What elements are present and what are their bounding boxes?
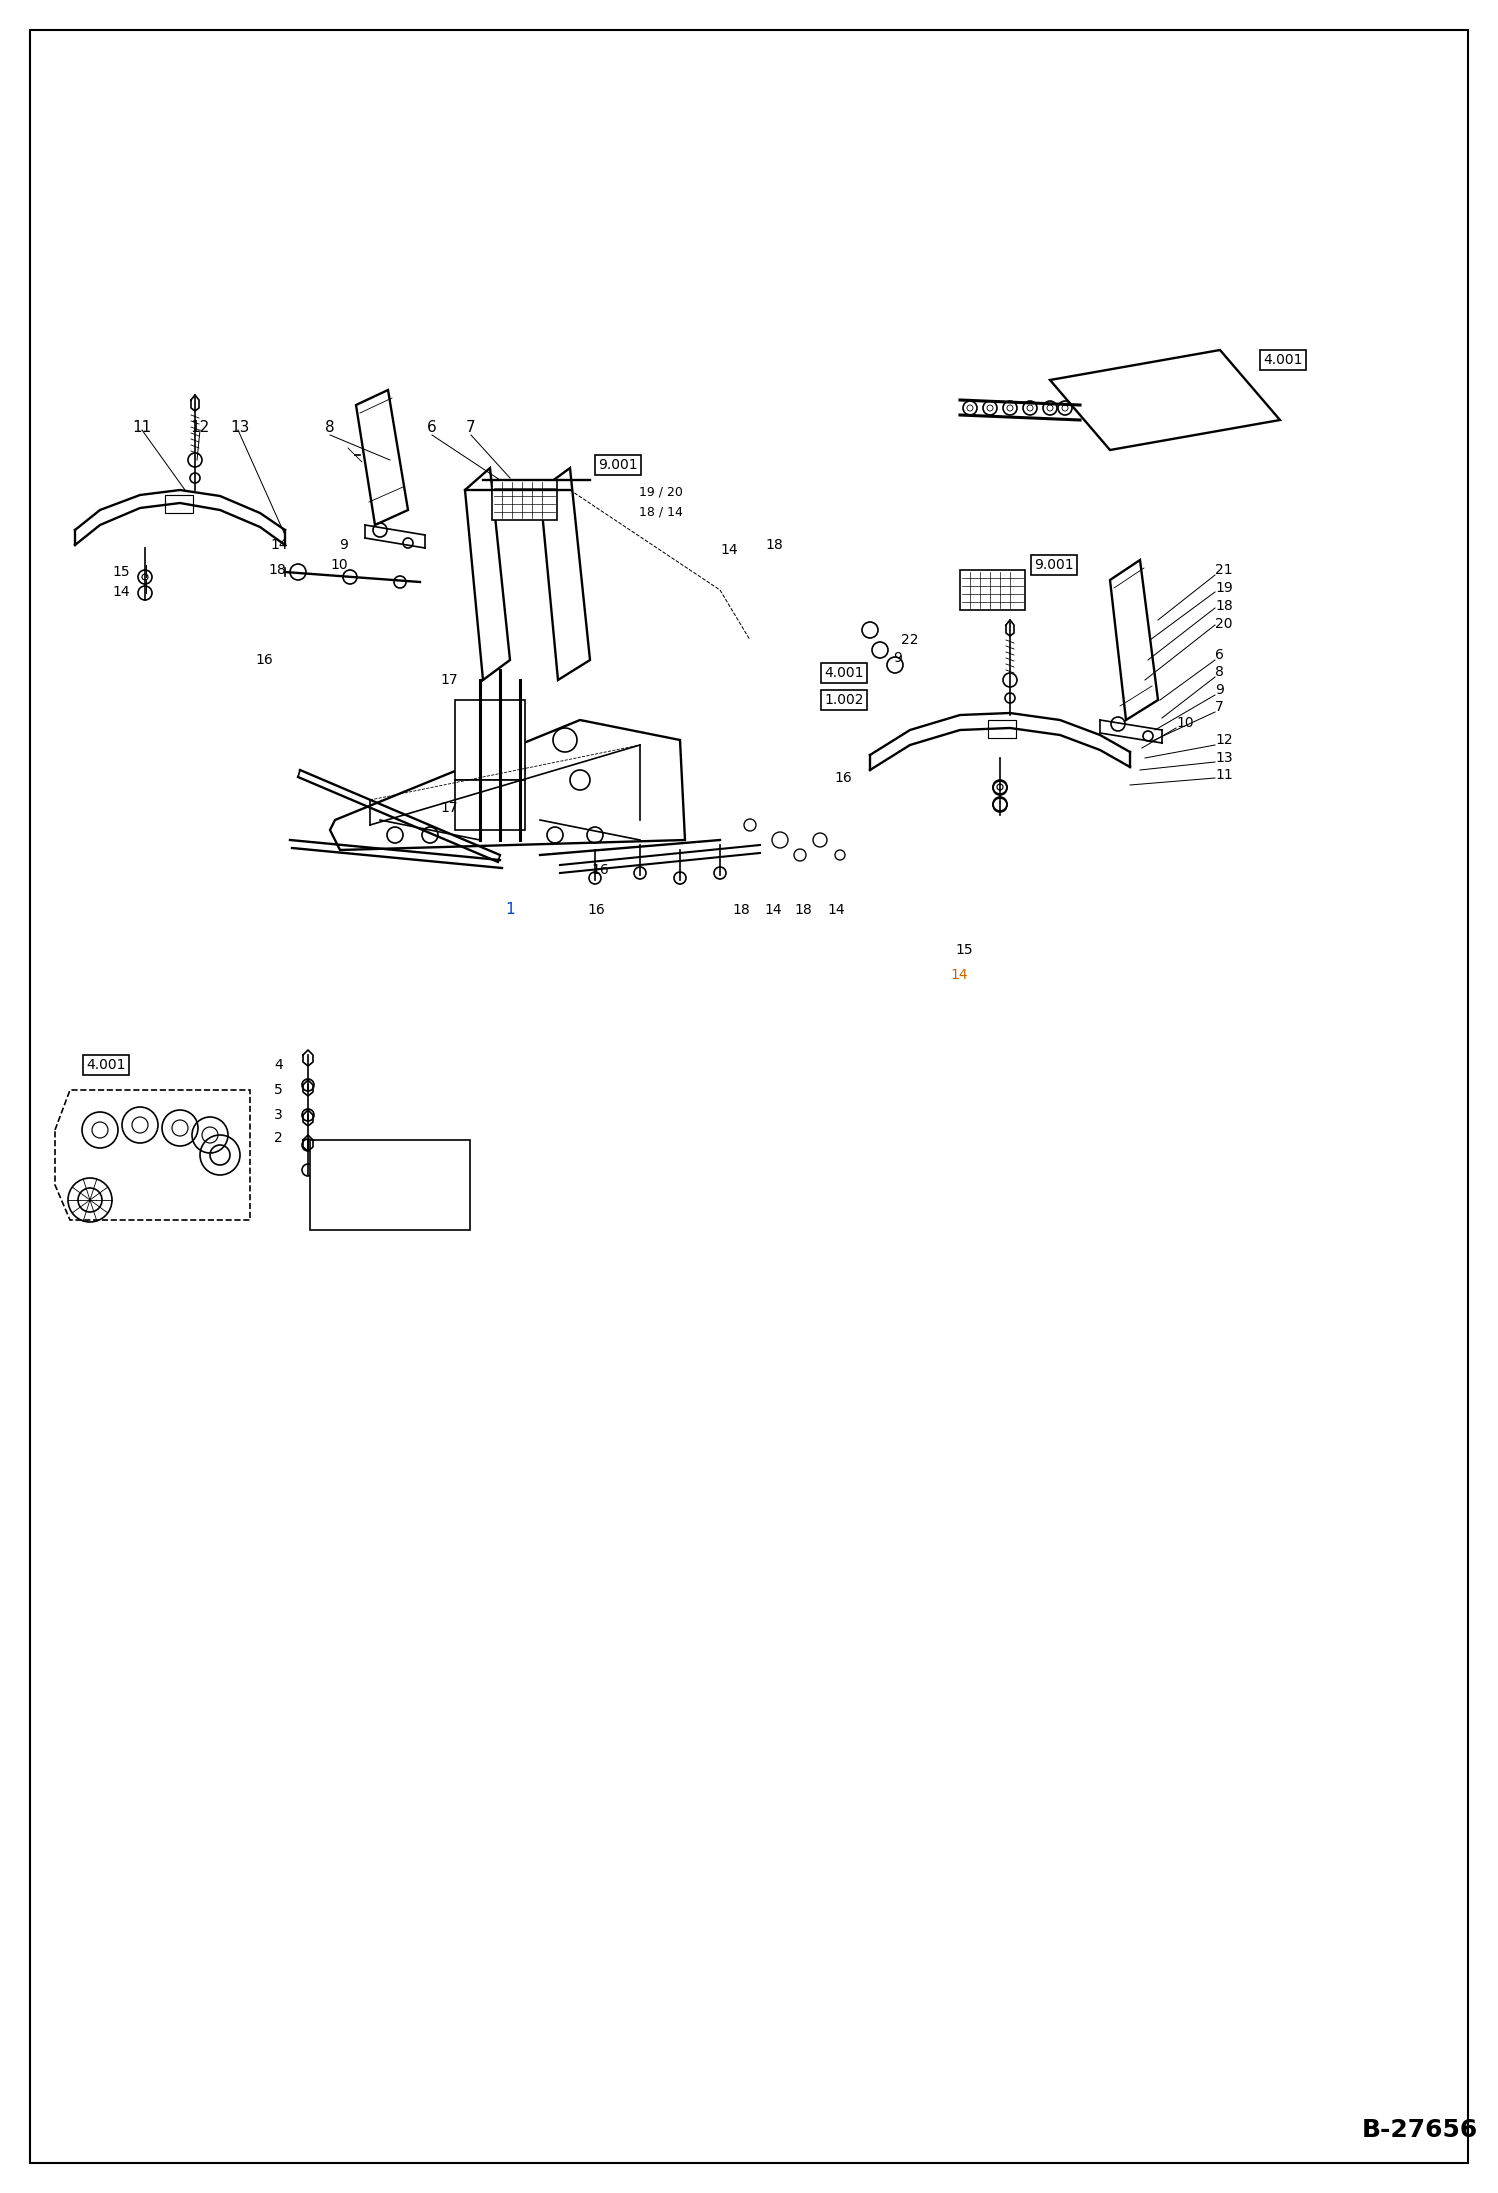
- Text: 21: 21: [1215, 564, 1233, 577]
- Text: 7: 7: [466, 421, 476, 436]
- Text: 11: 11: [1215, 768, 1233, 783]
- Text: 20: 20: [1215, 616, 1233, 632]
- Polygon shape: [1050, 351, 1279, 450]
- Text: 22: 22: [900, 634, 918, 647]
- Text: 18: 18: [733, 904, 750, 917]
- Polygon shape: [539, 467, 590, 680]
- Text: 16: 16: [255, 654, 273, 667]
- Bar: [491, 480, 557, 520]
- Text: 8: 8: [325, 421, 336, 436]
- Text: 9.001: 9.001: [598, 458, 638, 471]
- Bar: [960, 570, 1025, 610]
- Text: 19: 19: [1215, 581, 1233, 594]
- Text: 14: 14: [827, 904, 845, 917]
- Text: 6: 6: [1215, 647, 1224, 662]
- Polygon shape: [55, 1090, 250, 1219]
- Bar: [165, 496, 193, 513]
- Polygon shape: [330, 719, 685, 851]
- Polygon shape: [357, 390, 407, 524]
- Text: 13: 13: [1215, 750, 1233, 765]
- Text: 16: 16: [587, 904, 605, 917]
- Text: 4.001: 4.001: [824, 667, 864, 680]
- Bar: [455, 700, 524, 781]
- Text: 17: 17: [440, 673, 458, 686]
- Text: 9: 9: [893, 651, 902, 664]
- Text: 16: 16: [834, 772, 852, 785]
- Text: 12: 12: [1215, 732, 1233, 748]
- Text: 10: 10: [1176, 715, 1194, 730]
- Text: 18: 18: [1215, 599, 1233, 614]
- Text: 9: 9: [1215, 682, 1224, 697]
- Text: 15: 15: [112, 566, 130, 579]
- Text: 14: 14: [270, 537, 288, 553]
- Text: 10: 10: [331, 557, 348, 572]
- Text: 4.001: 4.001: [87, 1057, 126, 1072]
- Text: 5: 5: [274, 1083, 283, 1096]
- Text: 14: 14: [721, 544, 737, 557]
- Text: 18 / 14: 18 / 14: [640, 507, 683, 518]
- Text: 1.002: 1.002: [824, 693, 864, 706]
- Text: 13: 13: [231, 421, 250, 436]
- Bar: [455, 781, 524, 829]
- Polygon shape: [1110, 559, 1158, 719]
- Text: 19 / 20: 19 / 20: [640, 485, 683, 498]
- Text: 9.001: 9.001: [1034, 557, 1074, 572]
- Text: 8: 8: [1215, 664, 1224, 680]
- Polygon shape: [464, 467, 509, 680]
- Text: 7: 7: [1215, 700, 1224, 715]
- Text: 4: 4: [274, 1057, 283, 1072]
- Text: 18: 18: [794, 904, 812, 917]
- Bar: [989, 719, 1016, 739]
- Text: 14: 14: [112, 586, 130, 599]
- Text: 17: 17: [440, 800, 458, 816]
- Text: 12: 12: [190, 421, 210, 436]
- Text: 11: 11: [132, 421, 151, 436]
- Text: 18: 18: [765, 537, 783, 553]
- Text: 9: 9: [339, 537, 348, 553]
- Text: 14: 14: [950, 967, 968, 982]
- Text: 2: 2: [274, 1132, 283, 1145]
- Text: 3: 3: [274, 1107, 283, 1123]
- Text: 4.001: 4.001: [1263, 353, 1303, 366]
- Text: 18: 18: [268, 564, 286, 577]
- Bar: [310, 1140, 470, 1230]
- Text: B-27656: B-27656: [1362, 2118, 1479, 2143]
- Text: 14: 14: [764, 904, 782, 917]
- Text: 15: 15: [956, 943, 972, 956]
- Text: 16: 16: [592, 864, 608, 877]
- Text: 1: 1: [505, 904, 515, 917]
- Text: 6: 6: [427, 421, 437, 436]
